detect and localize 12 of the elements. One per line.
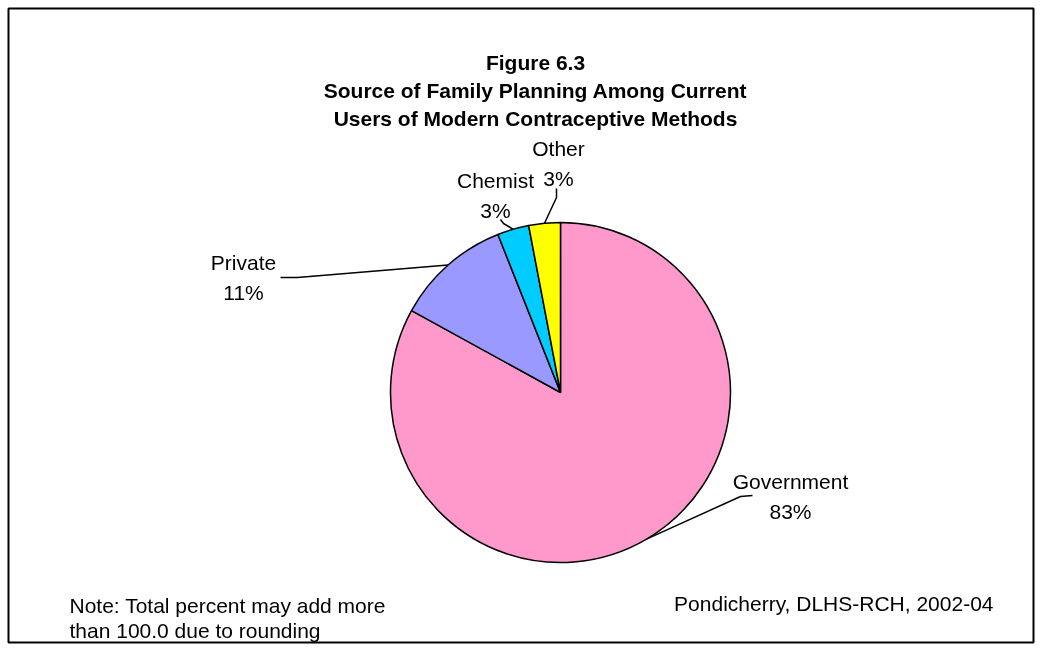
chart-subtitle: Source of Family Planning Among Current Users of Modern Contraceptive Methods bbox=[323, 79, 747, 130]
data-label: 3% bbox=[543, 167, 574, 191]
data-label: 83% bbox=[769, 500, 812, 524]
chart-title: Figure 6.3 bbox=[485, 51, 586, 74]
slice-label: Chemist bbox=[456, 168, 535, 192]
text: Pondicherry, DLHS-RCH, 2002-04 bbox=[674, 592, 994, 615]
data-label: 11% bbox=[223, 281, 264, 305]
slice-label: Private bbox=[210, 250, 277, 274]
text: Note: Total percent may add more than 100.0 due to rounding bbox=[69, 594, 386, 642]
slice-label: Other bbox=[532, 136, 585, 160]
slice-label: Government bbox=[732, 469, 849, 493]
data-label: 3% bbox=[480, 199, 511, 223]
